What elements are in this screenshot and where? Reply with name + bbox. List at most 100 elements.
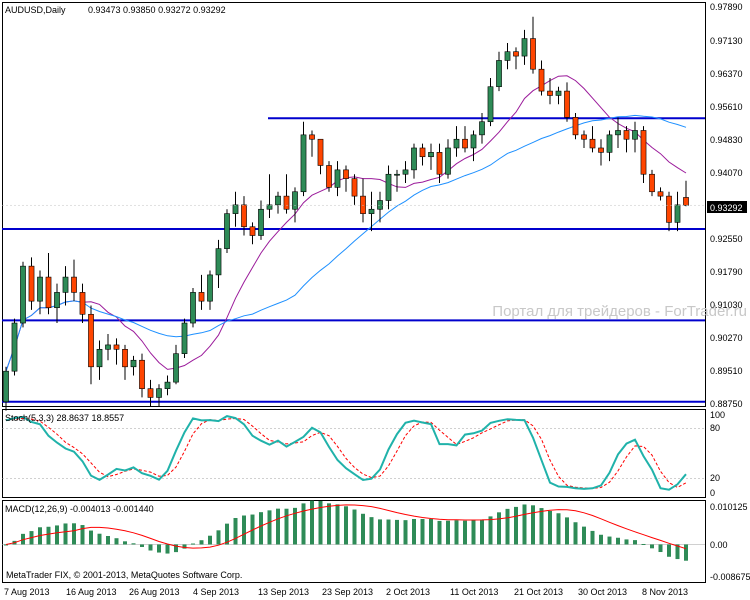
main-panel-title: AUDUSD,Daily [5,5,66,15]
candle-body [62,276,69,293]
macd-bar [63,523,68,545]
candle-body [530,38,536,70]
macd-bar [46,526,51,545]
macd-bar [293,507,297,545]
macd-bar [335,504,340,545]
price-label: 0.92550 [710,234,743,244]
time-axis: 7 Aug 2013 16 Aug 2013 26 Aug 2013 4 Sep… [4,587,688,597]
macd-bar [446,520,450,545]
stoch-label: 100 [710,410,725,420]
macd-bar [318,500,323,545]
candle-body [96,348,103,368]
macd-bar [590,530,595,545]
candle-body [147,388,154,398]
time-label: 8 Nov 2013 [642,587,688,597]
candle-body [674,204,681,223]
macd-bar [463,520,467,545]
macd-bar [386,519,391,545]
candle-body [3,370,9,403]
candle-body [198,292,205,302]
candle-body [394,173,400,176]
macd-bar [522,504,527,545]
candle-body [538,68,545,92]
macd-bar [573,522,578,545]
candle-body [487,86,494,123]
time-label: 30 Oct 2013 [578,587,627,597]
macd-bar [344,506,348,545]
macd-bar [233,517,238,545]
macd-bar [582,526,586,545]
candle-body [666,195,672,223]
macd-bar [480,519,484,545]
candle-body [581,134,587,140]
stoch-label: 80 [710,423,720,433]
candle-body [37,276,43,302]
candle-body [215,248,222,276]
macd-bar [565,517,569,545]
candle-body [164,381,171,389]
stoch-panel-title: Stoch(5,3,3) 28.8637 18.8557 [5,413,124,423]
candle-body [54,292,60,309]
current-price-tag [707,201,747,213]
stoch-signal-line [5,417,687,489]
candle-body [173,353,179,383]
candle-body [479,121,485,136]
macd-bar [531,505,535,545]
candle-body [555,90,562,96]
copyright: MetaTrader FIX, © 2001-2013, MetaQuotes … [6,570,242,580]
candle-body [300,134,307,193]
candle-body [368,208,375,214]
macd-bar [284,508,289,545]
price-label: 0.96370 [710,69,743,79]
macd-bar [165,544,170,554]
candle-body [181,322,188,354]
macd-signal-line [5,504,687,550]
macd-bar [369,517,374,545]
macd-bar [259,512,263,545]
candle-body [113,344,120,350]
candle-body [266,204,273,210]
macd-bar [403,520,408,545]
candle-body [334,169,341,188]
candle-body [436,152,443,175]
macd-bar [395,519,399,545]
price-axis: 0.97890 0.97130 0.96370 0.95610 0.94830 … [710,2,743,409]
macd-bar [216,530,221,545]
macd-label: -0.008675 [710,572,750,582]
macd-histogram [2,500,705,561]
macd-bar [437,520,442,545]
price-label: 0.97130 [710,36,743,46]
candle-body [513,51,519,57]
macd-bar [148,544,153,551]
candle-body [224,213,230,249]
stoch-panel-frame [2,409,706,498]
candle-body [402,169,409,175]
candle-body [453,138,460,149]
macd-bar [675,544,680,560]
macd-label: 0.010125 [710,502,748,512]
macd-label: 0.00 [710,540,728,550]
macd-bar [633,540,637,545]
candle-body [428,152,434,158]
candle-body [360,195,366,214]
time-label: 2 Oct 2013 [386,587,430,597]
macd-bar [556,513,561,545]
candle-body [45,276,52,309]
macd-bar [514,506,518,545]
candle-body [640,130,647,175]
macd-bar [97,533,102,545]
price-label: 0.94070 [710,168,743,178]
candle-body [309,134,315,140]
candle-body [598,147,604,153]
macd-bar [684,544,688,561]
time-label: 4 Sep 2013 [193,587,239,597]
price-label: 0.91030 [710,300,743,310]
price-label: 0.94830 [710,135,743,145]
candle-body [249,226,256,236]
time-label: 21 Oct 2013 [514,587,563,597]
candle-body [71,276,77,293]
time-label: 16 Aug 2013 [66,587,117,597]
price-label: 0.90270 [710,333,743,343]
candle-body [156,388,162,398]
